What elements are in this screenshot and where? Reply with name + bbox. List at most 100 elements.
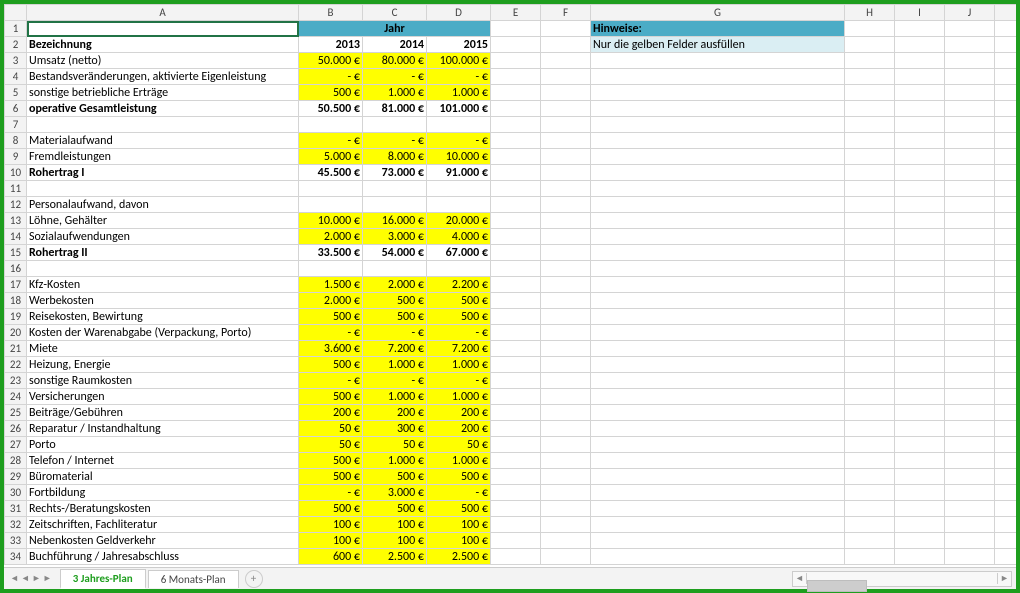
cell-jahr-header[interactable]: Jahr: [299, 21, 491, 37]
value-cell[interactable]: 2.200 €: [427, 277, 491, 293]
value-cell[interactable]: 100 €: [363, 517, 427, 533]
cell[interactable]: [995, 309, 1017, 325]
row-label[interactable]: Bestandsveränderungen, aktivierte Eigenl…: [27, 69, 299, 85]
row-header[interactable]: 2: [5, 37, 27, 53]
cell-hint-text[interactable]: Nur die gelben Felder ausfüllen: [591, 37, 845, 53]
cell[interactable]: [895, 309, 945, 325]
nav-last-icon[interactable]: ►: [43, 573, 52, 584]
cell[interactable]: [895, 405, 945, 421]
add-sheet-button[interactable]: +: [245, 570, 263, 588]
value-cell[interactable]: 500 €: [363, 293, 427, 309]
cell[interactable]: [591, 213, 845, 229]
value-cell[interactable]: 2.500 €: [363, 549, 427, 565]
row-label[interactable]: Telefon / Internet: [27, 453, 299, 469]
value-cell[interactable]: 10.000 €: [299, 213, 363, 229]
cell[interactable]: [541, 533, 591, 549]
row-header[interactable]: 28: [5, 453, 27, 469]
nav-first-icon[interactable]: ◄: [10, 573, 19, 584]
cell[interactable]: [491, 373, 541, 389]
cell[interactable]: [945, 245, 995, 261]
cell[interactable]: [845, 213, 895, 229]
cell[interactable]: [895, 53, 945, 69]
row-header[interactable]: 22: [5, 357, 27, 373]
cell[interactable]: [995, 133, 1017, 149]
row-label[interactable]: Rohertrag II: [27, 245, 299, 261]
cell[interactable]: [845, 405, 895, 421]
cell[interactable]: [491, 229, 541, 245]
col-header-D[interactable]: D: [427, 5, 491, 21]
cell[interactable]: [591, 197, 845, 213]
value-cell[interactable]: [299, 197, 363, 213]
cell[interactable]: [945, 389, 995, 405]
cell[interactable]: [491, 437, 541, 453]
cell[interactable]: [995, 117, 1017, 133]
value-cell[interactable]: 33.500 €: [299, 245, 363, 261]
row-header[interactable]: 31: [5, 501, 27, 517]
cell[interactable]: [541, 213, 591, 229]
value-cell[interactable]: 100 €: [427, 533, 491, 549]
cell[interactable]: [995, 213, 1017, 229]
value-cell[interactable]: 2.000 €: [299, 229, 363, 245]
cell[interactable]: [491, 133, 541, 149]
cell[interactable]: [845, 21, 895, 37]
row-header[interactable]: 33: [5, 533, 27, 549]
cell[interactable]: [845, 549, 895, 565]
row-label[interactable]: Fortbildung: [27, 485, 299, 501]
row-label[interactable]: [27, 261, 299, 277]
cell[interactable]: [995, 21, 1017, 37]
cell[interactable]: [591, 149, 845, 165]
value-cell[interactable]: 100.000 €: [427, 53, 491, 69]
row-label[interactable]: Werbekosten: [27, 293, 299, 309]
cell[interactable]: [995, 501, 1017, 517]
col-header-G[interactable]: G: [591, 5, 845, 21]
row-label[interactable]: Materialaufwand: [27, 133, 299, 149]
cell[interactable]: [541, 101, 591, 117]
row-label[interactable]: Büromaterial: [27, 469, 299, 485]
value-cell[interactable]: 500 €: [427, 469, 491, 485]
cell[interactable]: [491, 421, 541, 437]
value-cell[interactable]: 4.000 €: [427, 229, 491, 245]
cell[interactable]: [895, 325, 945, 341]
value-cell[interactable]: 100 €: [299, 517, 363, 533]
cell[interactable]: [845, 501, 895, 517]
value-cell[interactable]: [299, 181, 363, 197]
cell[interactable]: [541, 341, 591, 357]
value-cell[interactable]: 1.000 €: [427, 389, 491, 405]
row-header[interactable]: 6: [5, 101, 27, 117]
cell[interactable]: [845, 101, 895, 117]
row-header[interactable]: 7: [5, 117, 27, 133]
row-header[interactable]: 1: [5, 21, 27, 37]
cell[interactable]: [895, 165, 945, 181]
cell[interactable]: [845, 149, 895, 165]
cell[interactable]: [945, 21, 995, 37]
cell[interactable]: [845, 85, 895, 101]
cell[interactable]: [945, 501, 995, 517]
value-cell[interactable]: 8.000 €: [363, 149, 427, 165]
value-cell[interactable]: 3.000 €: [363, 485, 427, 501]
value-cell[interactable]: 2.000 €: [363, 277, 427, 293]
col-header-K[interactable]: K: [995, 5, 1017, 21]
cell[interactable]: [491, 309, 541, 325]
value-cell[interactable]: [299, 261, 363, 277]
cell[interactable]: [895, 277, 945, 293]
value-cell[interactable]: 500 €: [299, 501, 363, 517]
cell[interactable]: [945, 405, 995, 421]
cell[interactable]: [591, 309, 845, 325]
cell[interactable]: [541, 21, 591, 37]
nav-next-icon[interactable]: ►: [32, 573, 41, 584]
cell[interactable]: [491, 53, 541, 69]
cell[interactable]: [491, 389, 541, 405]
cell[interactable]: [491, 101, 541, 117]
cell[interactable]: [945, 341, 995, 357]
cell[interactable]: [845, 453, 895, 469]
value-cell[interactable]: 500 €: [363, 501, 427, 517]
cell[interactable]: [895, 197, 945, 213]
value-cell[interactable]: 2.000 €: [299, 293, 363, 309]
row-label[interactable]: Zeitschriften, Fachliteratur: [27, 517, 299, 533]
value-cell[interactable]: 200 €: [363, 405, 427, 421]
value-cell[interactable]: 300 €: [363, 421, 427, 437]
value-cell[interactable]: - €: [299, 69, 363, 85]
cell[interactable]: [945, 181, 995, 197]
col-header-F[interactable]: F: [541, 5, 591, 21]
cell[interactable]: [995, 373, 1017, 389]
